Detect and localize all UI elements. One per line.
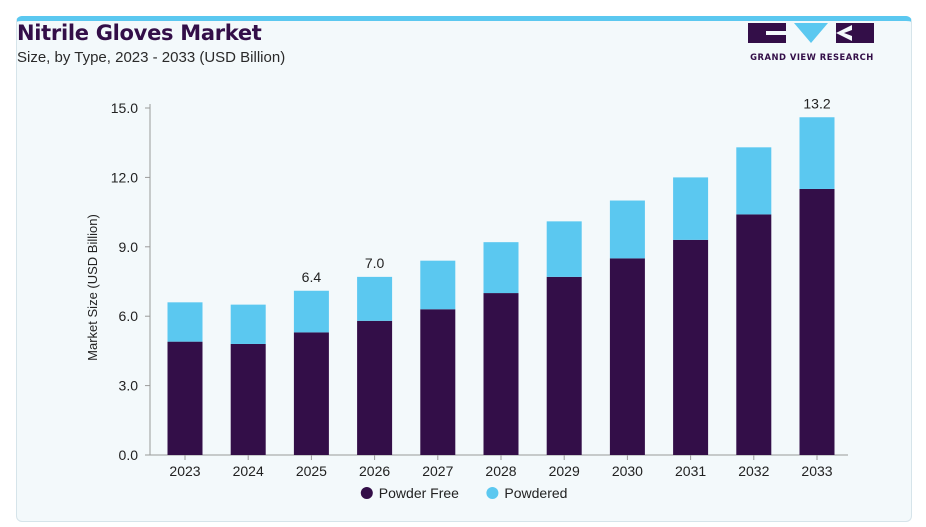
bar-powdered-2032 bbox=[736, 147, 772, 215]
bar-powder-free-2024 bbox=[230, 343, 266, 455]
bar-powdered-2026 bbox=[357, 276, 393, 321]
bar-powdered-2028 bbox=[483, 242, 519, 294]
bar-powder-free-2023 bbox=[167, 341, 203, 455]
bar-powdered-2027 bbox=[420, 260, 456, 310]
data-label-2025: 6.4 bbox=[302, 269, 322, 285]
bar-powdered-2025 bbox=[293, 290, 329, 333]
x-tick-label: 2025 bbox=[296, 463, 327, 479]
y-tick-label: 15.0 bbox=[111, 100, 138, 116]
bar-powder-free-2031 bbox=[673, 239, 709, 455]
x-tick-label: 2030 bbox=[612, 463, 643, 479]
grand-view-research-logo-icon bbox=[748, 23, 874, 43]
y-tick-label: 0.0 bbox=[119, 447, 139, 463]
chart-title: Nitrile Gloves Market bbox=[17, 21, 262, 45]
bar-powder-free-2027 bbox=[420, 309, 456, 455]
legend-label-powder-free: Powder Free bbox=[379, 485, 459, 501]
data-label-2026: 7.0 bbox=[365, 255, 385, 271]
y-tick-label: 3.0 bbox=[119, 378, 139, 394]
x-tick-label: 2026 bbox=[359, 463, 390, 479]
bar-powdered-2023 bbox=[167, 302, 203, 342]
chart-subtitle: Size, by Type, 2023 - 2033 (USD Billion) bbox=[17, 49, 286, 66]
x-tick-label: 2023 bbox=[169, 463, 200, 479]
bar-powder-free-2030 bbox=[609, 258, 645, 455]
bar-powder-free-2033 bbox=[799, 188, 835, 455]
x-tick-label: 2028 bbox=[485, 463, 516, 479]
x-tick-label: 2032 bbox=[738, 463, 769, 479]
brand-name: GRAND VIEW RESEARCH bbox=[750, 52, 874, 62]
y-tick-label: 9.0 bbox=[119, 239, 139, 255]
bar-powdered-2033 bbox=[799, 117, 835, 189]
y-tick-label: 6.0 bbox=[119, 308, 139, 324]
bar-powder-free-2025 bbox=[293, 332, 329, 455]
brand-logo: GRAND VIEW RESEARCH bbox=[748, 21, 876, 65]
bar-powdered-2029 bbox=[546, 221, 582, 277]
bar-powder-free-2029 bbox=[546, 276, 582, 455]
legend-label-powdered: Powdered bbox=[504, 485, 567, 501]
x-tick-label: 2024 bbox=[233, 463, 264, 479]
x-tick-label: 2027 bbox=[422, 463, 453, 479]
data-label-2033: 13.2 bbox=[803, 95, 830, 111]
legend-marker-powdered bbox=[486, 487, 499, 499]
bar-powdered-2031 bbox=[673, 177, 709, 240]
bar-powder-free-2032 bbox=[736, 214, 772, 455]
x-tick-label: 2033 bbox=[801, 463, 832, 479]
bar-powder-free-2026 bbox=[357, 320, 393, 455]
bar-powdered-2030 bbox=[609, 200, 645, 259]
bar-powder-free-2028 bbox=[483, 293, 519, 455]
legend-marker-powder-free bbox=[360, 487, 373, 499]
x-tick-label: 2029 bbox=[549, 463, 580, 479]
x-tick-label: 2031 bbox=[675, 463, 706, 479]
bar-powdered-2024 bbox=[230, 304, 266, 344]
y-axis-title: Market Size (USD Billion) bbox=[85, 214, 100, 361]
y-tick-label: 12.0 bbox=[111, 169, 138, 185]
